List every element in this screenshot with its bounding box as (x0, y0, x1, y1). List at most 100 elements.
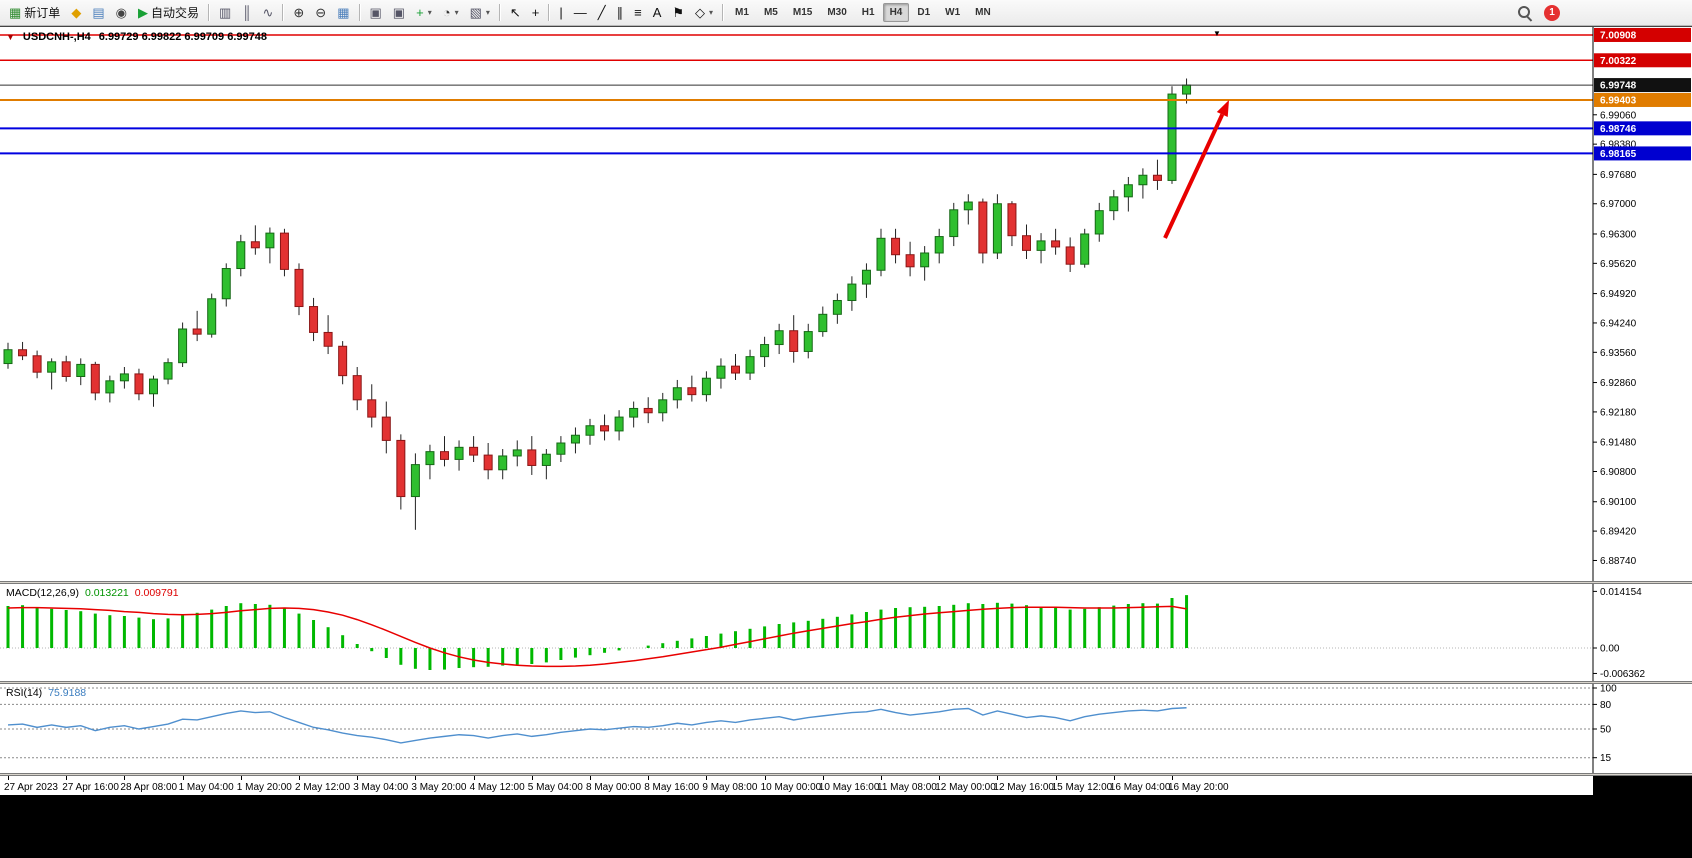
price-axis-label: 6.92180 (1600, 407, 1637, 418)
channel-button[interactable]: ∥ (612, 2, 629, 24)
time-axis-label: 11 May 08:00 (877, 782, 937, 793)
globe-icon: ◉ (115, 5, 127, 20)
time-axis-label: 4 May 12:00 (469, 782, 525, 793)
timeframe-group: M1 M5 M15 M30 H1 H4 D1 W1 MN (728, 3, 998, 22)
search-icon[interactable] (1518, 5, 1532, 20)
price-axis-label: 6.99060 (1600, 110, 1637, 121)
macd-panel[interactable]: 0.014154 0.00 -0.006362 (0, 584, 1692, 681)
timeframe-button-w1[interactable]: W1 (945, 7, 961, 18)
horizontal-line-button[interactable]: — (569, 2, 592, 24)
time-tick (473, 776, 475, 780)
templates-button[interactable]: ▧ ▾ (465, 2, 495, 24)
line-chart-icon: ∿ (262, 5, 274, 20)
zoom-in-icon: ⊕ (293, 5, 305, 20)
timeframe-button-m1[interactable]: M1 (735, 7, 749, 18)
printer-icon: ▤ (92, 5, 105, 20)
chevron-down-icon: ▾ (485, 8, 490, 17)
macd-axis-label: 0.014154 (1600, 587, 1642, 598)
toolbar-separator (207, 4, 210, 21)
label-button[interactable]: ⚑ (667, 2, 689, 24)
rsi-axis-label: 15 (1600, 753, 1612, 764)
toolbar-separator (722, 4, 725, 21)
fibonacci-button[interactable]: ≡ (629, 2, 647, 24)
time-tick (648, 776, 650, 780)
rsi-panel[interactable]: 100 80 50 15 (0, 684, 1692, 773)
time-tick (706, 776, 708, 780)
macd-signal-line (7, 605, 1187, 668)
chart-window-icon: ▣ (369, 5, 382, 20)
time-tick (415, 776, 417, 780)
chart-window: 6.99060 6.98380 6.97680 6.97000 6.96300 6.956… (0, 26, 1692, 796)
price-tag-label: 6.99748 (1600, 81, 1637, 92)
time-tick (881, 776, 882, 780)
timeframe-button-h1[interactable]: H1 (861, 7, 875, 18)
print-button[interactable]: ▤ (87, 2, 109, 24)
new-order-button[interactable]: ▦ 新订单 (4, 2, 65, 24)
price-axis-label: 6.95620 (1600, 259, 1637, 270)
shapes-button[interactable]: ◇ ▾ (690, 2, 718, 24)
periods-button[interactable]: ◔ ▾ (438, 2, 464, 24)
shapes-icon: ◇ (695, 5, 706, 20)
time-axis-label: 1 May 20:00 (236, 782, 292, 793)
time-tick (764, 776, 766, 780)
text-button[interactable]: A (648, 2, 667, 24)
profile-button[interactable]: ◉ (111, 2, 132, 24)
price-tag (1594, 27, 1691, 42)
chevron-down-icon: ▾ (709, 8, 714, 17)
time-axis[interactable]: 27 Apr 2023 27 Apr 16:00 28 Apr 08:00 1 May… (0, 776, 1692, 796)
alerts-button[interactable]: ◆ (66, 2, 86, 24)
autotrading-button[interactable]: ▶ 自动交易 (133, 2, 204, 24)
macd-indicator-label: MACD(12,26,9) 0.013221 0.009791 (6, 587, 179, 599)
toolbar-right-group: 1 (1518, 4, 1560, 21)
zoom-in-button[interactable]: ⊕ (288, 2, 309, 24)
trend-arrow-head (1216, 100, 1229, 118)
cursor-button[interactable]: ↖ (505, 2, 526, 24)
chart-window-button[interactable]: ▣ (388, 2, 410, 24)
timeframe-button-mn[interactable]: MN (975, 7, 991, 18)
time-axis-label: 8 May 16:00 (644, 782, 700, 793)
chevron-down-icon: ▾ (454, 8, 459, 17)
trendline-button[interactable]: ╱ (593, 2, 611, 24)
vertical-line-button[interactable]: | (554, 2, 567, 24)
tile-windows-button[interactable]: ▦ (332, 2, 354, 24)
crosshair-button[interactable]: + (527, 2, 545, 24)
notification-badge[interactable]: 1 (1544, 4, 1560, 21)
rsi-axis-label: 100 (1600, 684, 1617, 695)
time-axis-label: 16 May 20:00 (1168, 782, 1229, 793)
fibonacci-icon: ≡ (634, 5, 642, 20)
one-click-trading-icon[interactable]: ▼ (6, 32, 15, 42)
time-tick (1113, 776, 1115, 780)
time-axis-label: 27 Apr 16:00 (62, 782, 119, 793)
channel-icon: ∥ (616, 5, 624, 20)
panel-separator[interactable] (0, 773, 1692, 776)
price-tag (1594, 78, 1691, 93)
price-axis-label: 6.88740 (1600, 556, 1637, 567)
line-mode-button[interactable]: ∿ (257, 2, 278, 24)
indicators-window-button[interactable]: ▣ (365, 2, 387, 24)
trendline-icon: ╱ (597, 5, 606, 20)
panel-separator[interactable] (0, 581, 1692, 584)
new-chart-button[interactable]: + ▾ (411, 2, 437, 24)
price-axis-label: 6.94240 (1600, 318, 1637, 329)
time-tick (1055, 776, 1057, 780)
chart-symbol-period: USDCNH-,H4 (22, 31, 91, 43)
price-axis-label: 6.94920 (1600, 289, 1637, 300)
price-tag (1594, 53, 1691, 68)
zoom-out-button[interactable]: ⊖ (310, 2, 331, 24)
panel-separator[interactable] (0, 681, 1692, 684)
price-axis-label: 6.98380 (1600, 140, 1637, 151)
timeframe-button-m30[interactable]: M30 (827, 7, 847, 18)
time-tick (66, 776, 68, 780)
trend-arrow-object (1163, 113, 1225, 239)
chart-window-icon: ▣ (392, 5, 406, 20)
bars-mode-button[interactable]: ▥ (214, 2, 236, 24)
candles-mode-button[interactable]: ║ (237, 2, 256, 24)
time-axis-label: 9 May 08:00 (702, 782, 758, 793)
timeframe-button-h4[interactable]: H4 (882, 3, 910, 22)
main-price-chart[interactable]: 6.99060 6.98380 6.97680 6.97000 6.96300 6.956… (0, 27, 1692, 581)
timeframe-button-d1[interactable]: D1 (917, 7, 931, 18)
timeframe-button-m5[interactable]: M5 (763, 7, 778, 18)
timeframe-button-m15[interactable]: M15 (792, 7, 813, 18)
clock-icon: ◔ (442, 5, 451, 20)
price-tag (1594, 92, 1691, 107)
